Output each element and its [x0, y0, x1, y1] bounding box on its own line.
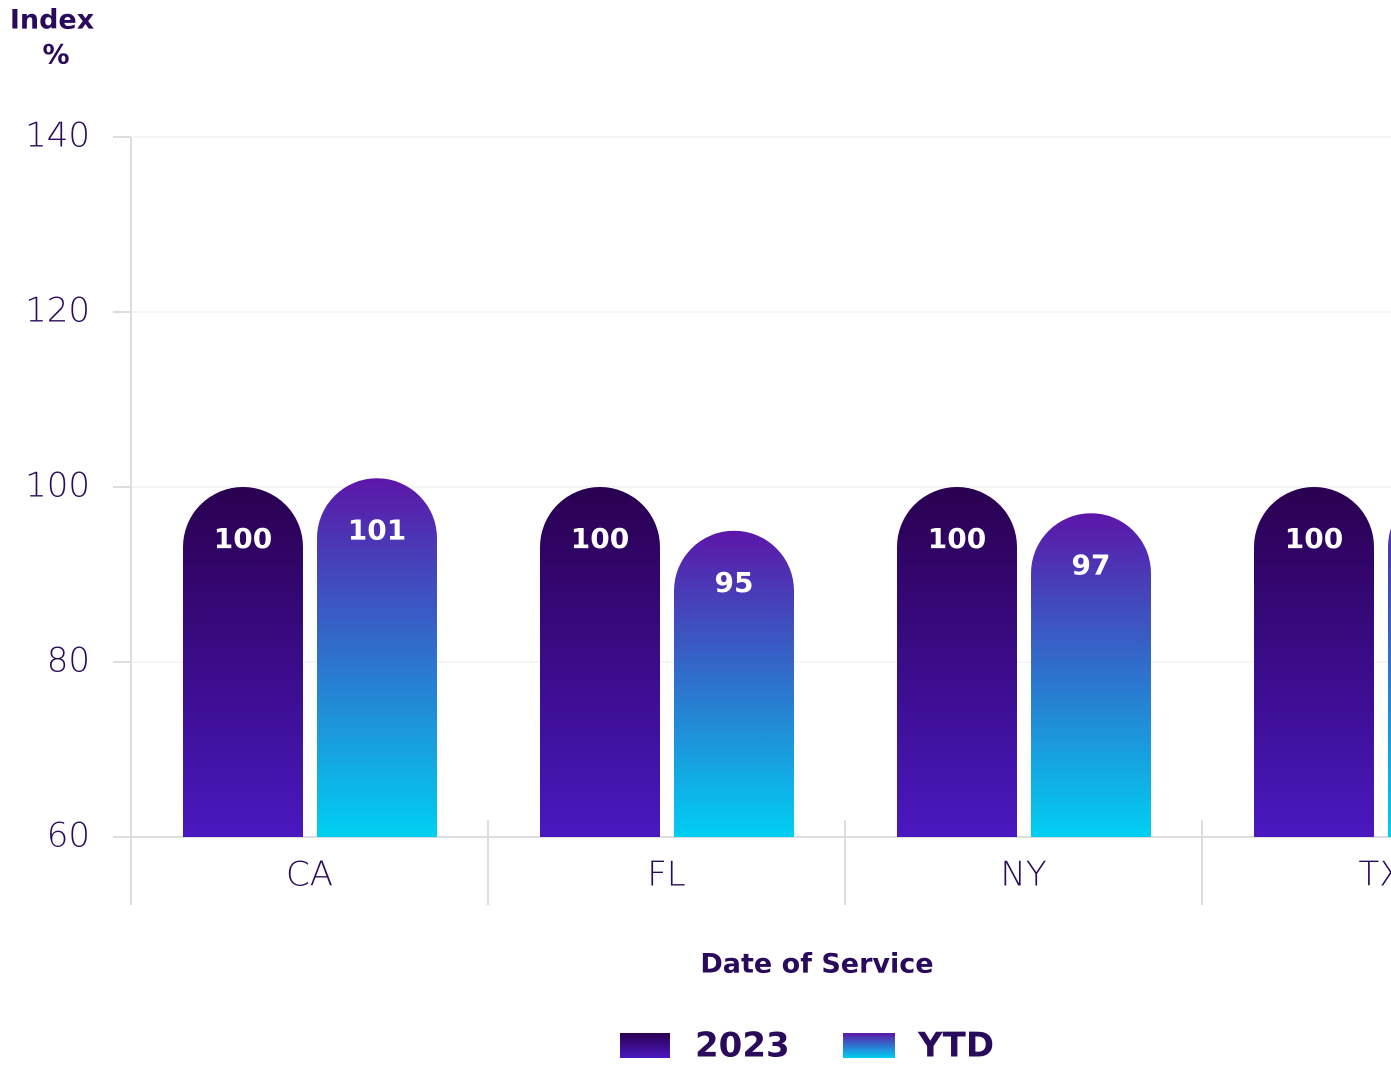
y-tick-label: 100	[25, 466, 90, 506]
bar	[183, 487, 303, 837]
legend-label: YTD	[917, 1026, 994, 1065]
bar	[1031, 513, 1151, 837]
bar	[1254, 487, 1374, 837]
legend-swatch	[620, 1033, 670, 1058]
x-tick-label: TX	[1358, 855, 1391, 895]
y-tick-label: 140	[25, 116, 90, 156]
value-label: 101	[348, 513, 406, 546]
y-tick-label: 60	[47, 816, 90, 856]
x-axis-title: Date of Service	[700, 949, 933, 980]
bar	[1388, 528, 1391, 837]
bar	[540, 487, 660, 837]
legend-label: 2023	[695, 1026, 790, 1065]
value-label: 100	[1285, 522, 1343, 555]
value-label: 100	[928, 522, 986, 555]
y-tick-label: 80	[47, 641, 90, 681]
value-label: 97	[1072, 548, 1111, 581]
bar	[317, 478, 437, 837]
legend-swatch	[843, 1033, 895, 1058]
y-axis-title: %	[42, 40, 69, 71]
x-tick-label: CA	[286, 855, 333, 895]
x-tick-label: FL	[647, 855, 686, 895]
value-label: 95	[715, 566, 754, 599]
value-label: 100	[214, 522, 272, 555]
y-tick-label: 120	[25, 291, 90, 331]
bar	[897, 487, 1017, 837]
bar	[674, 530, 794, 837]
value-label: 100	[571, 522, 629, 555]
x-tick-label: NY	[1000, 855, 1046, 895]
y-axis-title: Index	[10, 5, 94, 36]
